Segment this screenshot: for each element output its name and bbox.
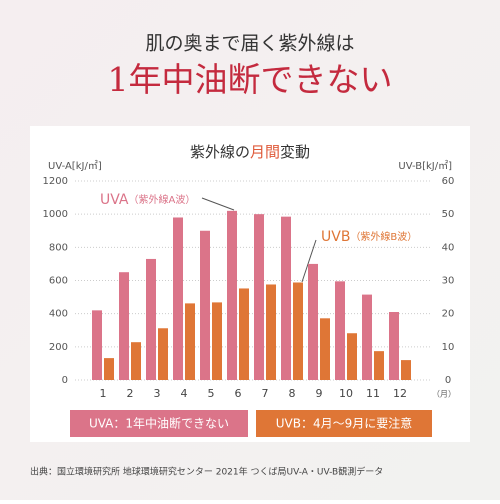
bar [92,310,102,380]
title-part: 月間 [250,143,280,161]
bar [185,303,195,380]
bar [320,318,330,380]
chart-title: 紫外線の月間変動 [190,143,310,161]
bar [227,210,237,380]
bar [104,358,114,380]
x-tick-label: 10 [339,387,353,400]
bar [254,214,264,380]
bar [401,360,411,380]
bar [347,333,357,380]
x-tick-label: 12 [393,387,407,400]
headline: 肌の奥まで届く紫外線は [145,33,354,55]
note-box [256,410,432,437]
y2-tick-label: 0 [445,375,451,386]
x-tick-label: 8 [289,387,296,400]
x-tick-label: 3 [154,387,161,400]
bar [131,342,141,380]
bar [281,216,291,380]
bar [374,351,384,380]
x-tick-label: 6 [235,387,242,400]
y2-axis-title: UV-B[kJ/㎡] [398,160,452,172]
title-part: 変動 [280,143,310,161]
y2-tick-label: 30 [442,276,455,287]
note-box [70,410,248,437]
leader [201,197,235,211]
x-tick-label: 5 [208,387,215,400]
series-note: （紫外線A波） [129,193,196,206]
x-unit: （月） [432,390,456,399]
bar [200,230,210,380]
y2-tick-label: 60 [442,176,455,187]
y-tick-label: 800 [49,242,68,253]
x-tick-label: 11 [366,387,380,400]
annotation: UVB（紫外線B波） [321,229,417,245]
note: UVA：1年中油断できない [89,416,229,431]
x-tick-label: 4 [181,387,188,400]
y2-tick-label: 50 [442,209,455,220]
bar [212,302,222,380]
bar [173,217,183,380]
bar [335,281,345,380]
series-note: （紫外線B波） [350,230,417,243]
bar [266,284,276,380]
headline-main: 1年中油断できない [108,60,393,99]
series-name: UVB [321,229,350,245]
bar [239,288,249,380]
panel [30,126,470,442]
y-tick-label: 0 [62,375,68,386]
note: UVB：4月～9月に要注意 [276,416,413,431]
y-tick-label: 1200 [43,176,68,187]
annotation: UVA（紫外線A波） [100,192,195,208]
bar [158,328,168,380]
y2-tick-label: 20 [442,309,455,320]
bar [293,282,303,380]
bar [308,263,318,380]
y-tick-label: 400 [49,309,68,320]
y-tick-label: 1000 [43,209,68,220]
bar [119,272,129,380]
y2-tick-label: 10 [442,342,455,353]
bar [362,294,372,380]
y-tick-label: 600 [49,276,68,287]
title-part: 紫外線の [190,143,250,161]
x-tick-label: 9 [316,387,323,400]
y2-tick-label: 40 [442,242,455,253]
source: 出典：国立環境研究所 地球環境研究センター 2021年 つくば局UV-A・UV-… [30,466,383,478]
series-name: UVA [100,192,129,208]
bar [146,258,156,380]
leader [301,239,317,283]
bar [389,312,399,380]
x-tick-label: 1 [100,387,107,400]
x-tick-label: 2 [127,387,134,400]
y-axis-title: UV-A[kJ/㎡] [48,160,102,172]
x-tick-label: 7 [262,387,269,400]
y-tick-label: 200 [49,342,68,353]
